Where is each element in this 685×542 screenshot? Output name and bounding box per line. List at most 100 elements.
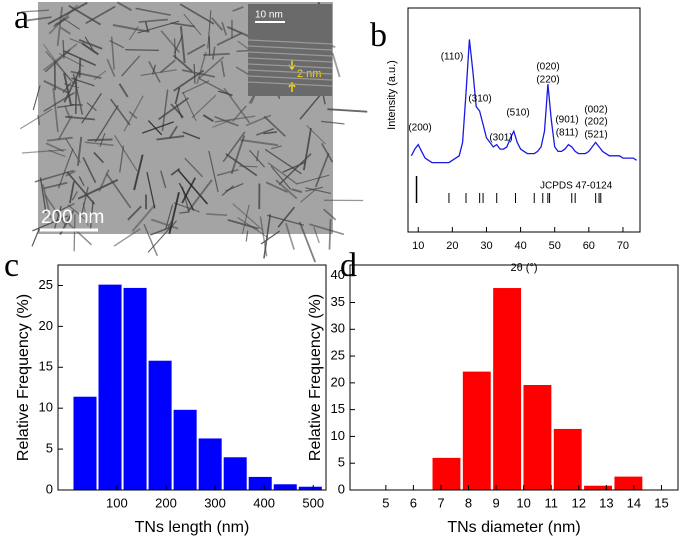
nanotube xyxy=(32,215,69,232)
x-tick-label: 7 xyxy=(437,495,444,510)
peak-label: (200) xyxy=(408,123,431,134)
y-tick-label: 40 xyxy=(331,267,345,282)
y-tick-label: 0 xyxy=(338,481,345,496)
bar xyxy=(198,438,222,490)
nanotube xyxy=(161,89,169,131)
bar xyxy=(123,287,147,490)
nanotube xyxy=(220,60,226,77)
nanotube xyxy=(181,69,216,78)
nanotube xyxy=(20,108,53,130)
nanotube xyxy=(263,131,277,135)
bar xyxy=(223,457,247,490)
nanotube xyxy=(63,72,73,106)
nanotube xyxy=(44,194,67,226)
nanotube xyxy=(109,98,131,126)
nanotube xyxy=(191,94,217,119)
nanotube xyxy=(87,138,113,142)
nanotube xyxy=(81,42,99,56)
nanotube xyxy=(141,121,174,134)
nanotube xyxy=(77,178,119,200)
lattice xyxy=(247,57,333,63)
nanotube xyxy=(178,182,195,211)
y-tick-label: 15 xyxy=(331,401,345,416)
plot-frame xyxy=(349,264,679,491)
nanotube xyxy=(211,46,216,60)
x-tick-label: 15 xyxy=(654,495,668,510)
nanotube xyxy=(150,218,179,230)
nanotube xyxy=(112,24,150,33)
nanotube xyxy=(20,9,50,13)
nanotube xyxy=(32,85,41,111)
nanotube xyxy=(182,91,197,121)
nanotube xyxy=(93,151,105,164)
nanotube xyxy=(267,162,298,185)
nanotube xyxy=(305,187,332,194)
panel-label: c xyxy=(4,247,19,284)
nanotube xyxy=(131,204,156,232)
nanotube xyxy=(187,179,213,212)
nanotube xyxy=(146,171,156,209)
nanotube xyxy=(186,43,206,56)
nanotube xyxy=(56,6,64,46)
nanotube xyxy=(63,50,96,67)
lattice xyxy=(247,81,333,87)
nanotube xyxy=(202,114,214,123)
y-tick-label: 30 xyxy=(331,321,345,336)
nanotube xyxy=(203,52,230,57)
x-tick-label: 30 xyxy=(480,240,492,252)
spacing-arrows xyxy=(288,60,296,92)
nanotube xyxy=(64,105,71,119)
nanotube xyxy=(216,32,243,46)
y-tick-label: 5 xyxy=(338,455,345,470)
y-tick-label: 25 xyxy=(39,277,53,292)
nanotube xyxy=(170,22,196,28)
nanotube xyxy=(106,173,132,209)
peak-label: (002) xyxy=(584,105,607,116)
peak-label: (020) xyxy=(536,62,559,73)
nanotube xyxy=(221,21,227,36)
x-tick-label: 60 xyxy=(583,240,595,252)
nanotube xyxy=(241,204,250,234)
nanotube xyxy=(227,218,259,230)
nanotube xyxy=(309,223,345,236)
nanotube xyxy=(331,52,341,78)
nanotube xyxy=(217,90,233,96)
x-axis-label: TNs diameter (nm) xyxy=(447,519,580,536)
x-tick-label: 500 xyxy=(302,495,324,510)
nanotube xyxy=(170,167,181,176)
nanotube xyxy=(207,10,212,49)
nanotube xyxy=(222,131,246,163)
inset-spacing-label: 2 nm xyxy=(297,68,321,80)
bar xyxy=(523,385,552,490)
nanotube xyxy=(173,35,184,54)
nanotube xyxy=(158,97,189,121)
nanotube xyxy=(214,116,239,127)
scale-bar-label: 200 nm xyxy=(41,207,104,228)
nanotube xyxy=(149,225,174,236)
nanotube xyxy=(181,177,196,204)
plot-frame xyxy=(57,264,327,491)
nanotube xyxy=(208,150,219,193)
x-tick-label: 11 xyxy=(544,495,558,510)
nanotube xyxy=(263,115,286,137)
lattice xyxy=(247,51,333,57)
nanotube xyxy=(45,50,75,85)
nanotube xyxy=(133,154,144,191)
peak-label: (220) xyxy=(536,75,559,86)
nanotube xyxy=(78,39,103,50)
nanotube xyxy=(65,170,76,177)
nanotube xyxy=(48,149,66,158)
x-tick-label: 40 xyxy=(514,240,526,252)
nanotube xyxy=(313,226,320,244)
nanotube xyxy=(86,102,97,112)
nanotube xyxy=(266,214,305,226)
nanotube xyxy=(160,170,167,189)
nanotube xyxy=(321,142,334,163)
bar xyxy=(273,484,297,490)
nanotube xyxy=(285,223,295,250)
x-tick-label: 12 xyxy=(572,495,586,510)
nanotube xyxy=(169,125,178,139)
nanotube xyxy=(147,120,163,136)
nanotube xyxy=(84,36,95,53)
y-tick-label: 20 xyxy=(39,318,53,333)
